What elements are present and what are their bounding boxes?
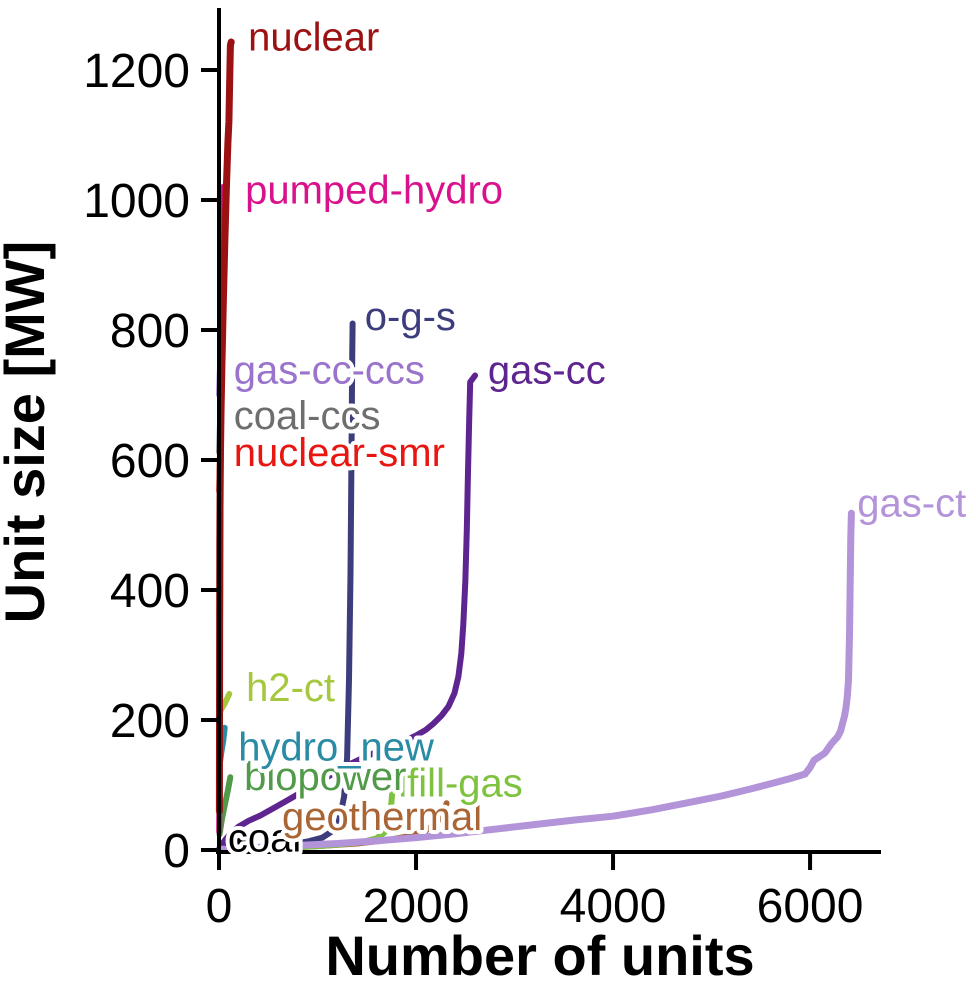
y-tick-label: 800 (110, 305, 190, 358)
series-label-gas-cc-ccs: gas-cc-ccs (234, 348, 425, 392)
x-tick-label: 6000 (757, 880, 864, 933)
series-label-coal-ccs: coal-ccs (234, 394, 381, 438)
series-label-h2-ct: h2-ct (246, 666, 335, 710)
series-label-geothermal: geothermal (282, 795, 482, 839)
series-label-gas-cc: gas-cc (488, 348, 606, 392)
y-tick-label: 600 (110, 435, 190, 488)
x-tick-label: 2000 (363, 880, 470, 933)
y-tick-label: 0 (163, 825, 190, 878)
x-tick-label: 0 (206, 880, 233, 933)
y-tick-label: 200 (110, 695, 190, 748)
series-label-pumped-hydro: pumped-hydro (245, 168, 503, 212)
series-line-gas-cc (216, 372, 479, 851)
series-label-nuclear-smr: nuclear-smr (234, 431, 445, 475)
y-tick-label: 1000 (83, 175, 190, 228)
series-label-lfill-gas: lfill-gas (398, 762, 522, 806)
series-label-hydro_new: hydro_new (238, 725, 434, 769)
series-label-nuclear: nuclear (248, 16, 379, 60)
y-tick-label: 1200 (83, 45, 190, 98)
series-label-o-g-s: o-g-s (365, 295, 456, 339)
series-label-biopower: biopower (244, 755, 406, 799)
x-tick-label: 4000 (560, 880, 667, 933)
tick-labels: 0 200 400 600 800 1000 1200 0 2000 4000 6000 (83, 45, 863, 933)
x-axis-title: Number of units (325, 924, 754, 987)
y-axis-title: Unit size [MW] (0, 241, 56, 624)
series-label-coal: coal (228, 816, 301, 860)
y-tick-label: 400 (110, 565, 190, 618)
axes (201, 8, 881, 870)
series-line-gas-ct (216, 509, 855, 853)
series-label-gas-ct: gas-ct (857, 482, 966, 526)
